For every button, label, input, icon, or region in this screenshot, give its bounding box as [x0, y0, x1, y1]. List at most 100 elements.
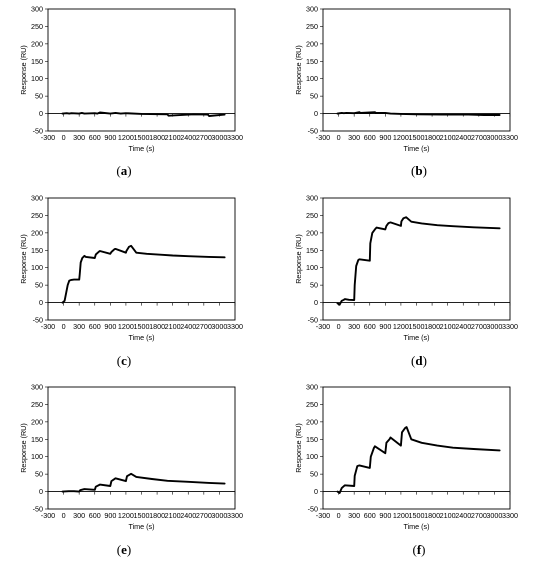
- y-tick-label: -50: [308, 316, 318, 325]
- caption-letter: b: [415, 163, 423, 178]
- caption-d: (d): [411, 353, 427, 368]
- plot-area: [47, 197, 236, 321]
- y-axis-title: Response (RU): [19, 45, 28, 95]
- caption-letter: d: [415, 353, 423, 368]
- x-tick-label: 2100: [165, 133, 181, 142]
- x-tick-label: 600: [364, 133, 376, 142]
- y-tick-label: 300: [31, 194, 43, 203]
- caption-letter: a: [120, 163, 128, 178]
- x-tick-label: 0: [62, 511, 66, 520]
- y-axis-title: Response (RU): [294, 45, 303, 95]
- y-tick-label: 300: [306, 5, 318, 14]
- x-tick-label: 600: [364, 322, 376, 331]
- caption-f: (f): [412, 542, 426, 557]
- x-tick-label: 3000: [486, 511, 502, 520]
- y-tick-label: -50: [33, 127, 43, 136]
- y-tick-label: 300: [31, 383, 43, 392]
- y-tick-label: 300: [306, 194, 318, 203]
- x-tick-label: 1800: [149, 511, 165, 520]
- caption-letter: f: [416, 542, 422, 557]
- x-axis-title: Time (s): [403, 144, 429, 153]
- caption-letter: e: [121, 542, 127, 557]
- y-tick-label: 250: [31, 22, 43, 31]
- series-line: [336, 426, 501, 494]
- y-tick-label: 50: [310, 281, 318, 290]
- x-tick-label: 2700: [471, 133, 487, 142]
- y-tick-label: 150: [306, 246, 318, 255]
- x-tick-label: 300: [73, 133, 85, 142]
- x-tick-label: -300: [316, 511, 330, 520]
- y-tick-label: 0: [314, 298, 318, 307]
- y-tick-label: 200: [306, 39, 318, 48]
- y-tick-label: 50: [35, 470, 43, 479]
- y-tick-label: 150: [31, 246, 43, 255]
- x-tick-label: -300: [41, 322, 55, 331]
- x-tick-label: 3300: [502, 322, 518, 331]
- x-tick-label: 1200: [393, 322, 409, 331]
- x-tick-label: 3300: [227, 511, 243, 520]
- x-tick-label: 2100: [440, 322, 456, 331]
- x-tick-label: 300: [348, 322, 360, 331]
- x-tick-label: 900: [104, 511, 116, 520]
- y-tick-label: -50: [308, 127, 318, 136]
- x-tick-label: 0: [337, 133, 341, 142]
- x-axis-title: Time (s): [403, 522, 429, 531]
- x-tick-label: 2700: [196, 322, 212, 331]
- x-tick-label: 600: [89, 133, 101, 142]
- x-tick-label: -300: [316, 133, 330, 142]
- y-tick-label: 250: [31, 400, 43, 409]
- x-tick-label: 3300: [227, 322, 243, 331]
- x-tick-label: 2400: [180, 322, 196, 331]
- y-tick-label: 100: [31, 74, 43, 83]
- x-tick-label: 1200: [393, 511, 409, 520]
- y-tick-label: 0: [314, 487, 318, 496]
- y-tick-label: 150: [31, 57, 43, 66]
- x-axis-title: Time (s): [128, 522, 154, 531]
- y-tick-label: 100: [31, 452, 43, 461]
- caption-c: (c): [116, 353, 132, 368]
- series-line: [61, 244, 226, 304]
- x-tick-label: 0: [62, 322, 66, 331]
- x-tick-label: -300: [316, 322, 330, 331]
- series-line: [336, 111, 501, 116]
- y-tick-label: 300: [306, 383, 318, 392]
- y-tick-label: 200: [306, 228, 318, 237]
- x-tick-label: 1500: [134, 511, 150, 520]
- x-tick-label: 300: [348, 511, 360, 520]
- y-tick-label: 150: [306, 435, 318, 444]
- x-tick-label: 300: [348, 133, 360, 142]
- series-line: [61, 111, 226, 117]
- x-tick-label: 0: [337, 322, 341, 331]
- y-tick-label: -50: [33, 316, 43, 325]
- y-tick-label: 50: [35, 92, 43, 101]
- x-tick-label: 1800: [424, 511, 440, 520]
- x-tick-label: 2400: [455, 322, 471, 331]
- x-tick-label: 300: [73, 322, 85, 331]
- x-tick-label: 1500: [409, 133, 425, 142]
- y-tick-label: 100: [306, 74, 318, 83]
- x-tick-label: 900: [104, 322, 116, 331]
- x-tick-label: 1200: [393, 133, 409, 142]
- x-tick-label: 600: [89, 322, 101, 331]
- x-tick-label: 3000: [486, 322, 502, 331]
- plot-area: [322, 386, 511, 510]
- series-line: [61, 472, 226, 493]
- y-tick-label: 250: [306, 400, 318, 409]
- y-tick-label: 100: [31, 263, 43, 272]
- x-tick-label: 2700: [471, 511, 487, 520]
- y-tick-label: 250: [306, 22, 318, 31]
- x-tick-label: 1500: [134, 322, 150, 331]
- x-tick-label: 1800: [149, 322, 165, 331]
- series-line: [336, 216, 501, 306]
- x-tick-label: 600: [364, 511, 376, 520]
- x-tick-label: 3000: [211, 511, 227, 520]
- x-tick-label: 1500: [134, 133, 150, 142]
- x-tick-label: 2100: [440, 511, 456, 520]
- y-axis-title: Response (RU): [294, 234, 303, 284]
- x-axis-title: Time (s): [403, 333, 429, 342]
- plot-area: [47, 8, 236, 132]
